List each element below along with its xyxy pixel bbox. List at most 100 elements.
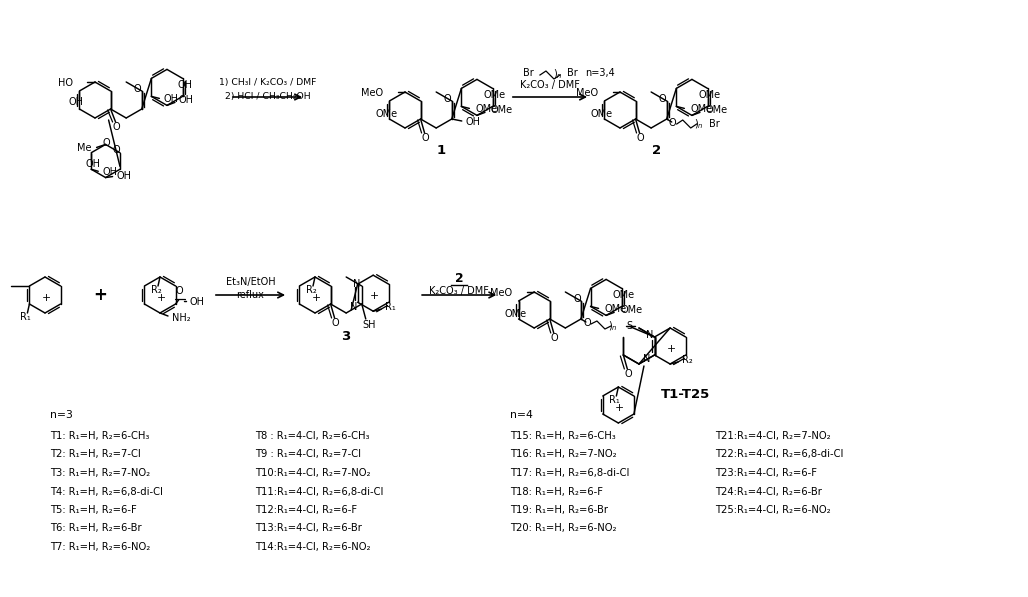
Text: S: S: [626, 321, 632, 331]
Text: R₂: R₂: [683, 355, 693, 365]
Text: OH: OH: [189, 297, 205, 307]
Text: MeO: MeO: [576, 88, 598, 98]
Text: $)_n$: $)_n$: [553, 67, 563, 81]
Text: +: +: [156, 293, 166, 303]
Text: T6: R₁=H, R₂=6-Br: T6: R₁=H, R₂=6-Br: [50, 524, 142, 534]
Text: R₂: R₂: [305, 285, 317, 295]
Text: Br: Br: [709, 119, 720, 129]
Text: OMe: OMe: [620, 306, 642, 315]
Text: O: O: [113, 122, 120, 132]
Text: +: +: [41, 293, 50, 303]
Text: n=3,4: n=3,4: [585, 68, 615, 78]
Text: O: O: [444, 94, 451, 104]
Text: reflux: reflux: [236, 290, 264, 300]
Text: OMe: OMe: [613, 290, 635, 300]
Text: T12:R₁=4-Cl, R₂=6-F: T12:R₁=4-Cl, R₂=6-F: [255, 505, 357, 515]
Text: O: O: [625, 369, 632, 379]
Text: SH: SH: [362, 320, 375, 330]
Text: 2: 2: [454, 272, 464, 285]
Text: +: +: [94, 286, 107, 304]
Text: OH: OH: [69, 97, 84, 107]
Text: $)_n$: $)_n$: [609, 319, 618, 333]
Text: T3: R₁=H, R₂=7-NO₂: T3: R₁=H, R₂=7-NO₂: [50, 468, 150, 478]
Text: T16: R₁=H, R₂=7-NO₂: T16: R₁=H, R₂=7-NO₂: [510, 450, 617, 460]
Text: R₁: R₁: [386, 302, 396, 312]
Text: N: N: [646, 330, 653, 340]
Text: +: +: [370, 291, 378, 301]
Text: T24:R₁=4-Cl, R₂=6-Br: T24:R₁=4-Cl, R₂=6-Br: [715, 487, 821, 497]
Text: OH: OH: [85, 159, 101, 169]
Text: T9 : R₁=4-Cl, R₂=7-Cl: T9 : R₁=4-Cl, R₂=7-Cl: [255, 450, 361, 460]
Text: O: O: [574, 294, 581, 304]
Text: O: O: [551, 333, 558, 343]
Text: OH: OH: [163, 94, 179, 104]
Text: O: O: [176, 286, 183, 296]
Text: 2) HCl / CH₃CH₂OH: 2) HCl / CH₃CH₂OH: [225, 91, 310, 100]
Text: $)_n$: $)_n$: [694, 117, 703, 131]
Text: T1-T25: T1-T25: [661, 389, 709, 402]
Text: OH: OH: [179, 96, 194, 106]
Text: OMe: OMe: [698, 90, 721, 100]
Text: T23:R₁=4-Cl, R₂=6-F: T23:R₁=4-Cl, R₂=6-F: [715, 468, 817, 478]
Text: K₂CO₃ / DMF: K₂CO₃ / DMF: [430, 286, 489, 296]
Text: T14:R₁=4-Cl, R₂=6-NO₂: T14:R₁=4-Cl, R₂=6-NO₂: [255, 542, 370, 552]
Text: O: O: [332, 318, 339, 328]
Text: Br: Br: [522, 68, 534, 78]
Text: O: O: [583, 318, 591, 328]
Text: OMe: OMe: [505, 309, 526, 319]
Text: O: O: [669, 118, 676, 128]
Text: T15: R₁=H, R₂=6-CH₃: T15: R₁=H, R₂=6-CH₃: [510, 431, 616, 441]
Text: +: +: [311, 293, 321, 303]
Text: T17: R₁=H, R₂=6,8-di-Cl: T17: R₁=H, R₂=6,8-di-Cl: [510, 468, 629, 478]
Text: N: N: [353, 279, 361, 289]
Text: O: O: [659, 94, 666, 104]
Text: OH: OH: [102, 167, 117, 177]
Text: T4: R₁=H, R₂=6,8-di-Cl: T4: R₁=H, R₂=6,8-di-Cl: [50, 487, 162, 497]
Text: +: +: [615, 403, 624, 413]
Text: HO: HO: [58, 78, 73, 88]
Text: OMe: OMe: [706, 106, 728, 115]
Text: N: N: [351, 302, 358, 312]
Text: N: N: [644, 354, 651, 364]
Text: T1: R₁=H, R₂=6-CH₃: T1: R₁=H, R₂=6-CH₃: [50, 431, 149, 441]
Text: T25:R₁=4-Cl, R₂=6-NO₂: T25:R₁=4-Cl, R₂=6-NO₂: [715, 505, 831, 515]
Text: 1: 1: [437, 144, 446, 158]
Text: OMe: OMe: [590, 109, 613, 119]
Text: K₂CO₃ / DMF: K₂CO₃ / DMF: [520, 80, 580, 90]
Text: R₁: R₁: [609, 395, 620, 405]
Text: R₁: R₁: [20, 312, 31, 322]
Text: Me: Me: [77, 143, 91, 153]
Text: T18: R₁=H, R₂=6-F: T18: R₁=H, R₂=6-F: [510, 487, 603, 497]
Text: OMe: OMe: [483, 90, 506, 100]
Text: Br: Br: [566, 68, 578, 78]
Text: 1) CH₃I / K₂CO₃ / DMF: 1) CH₃I / K₂CO₃ / DMF: [219, 78, 317, 88]
Text: OMe: OMe: [491, 106, 513, 115]
Text: OMe: OMe: [475, 104, 498, 115]
Text: T22:R₁=4-Cl, R₂=6,8-di-Cl: T22:R₁=4-Cl, R₂=6,8-di-Cl: [715, 450, 843, 460]
Text: +: +: [666, 344, 675, 354]
Text: MeO: MeO: [490, 288, 512, 298]
Text: O: O: [103, 138, 110, 148]
Text: T5: R₁=H, R₂=6-F: T5: R₁=H, R₂=6-F: [50, 505, 137, 515]
Text: Et₃N/EtOH: Et₃N/EtOH: [226, 277, 276, 287]
Text: O: O: [134, 84, 142, 94]
Text: O: O: [112, 144, 119, 155]
Text: OH: OH: [466, 117, 481, 127]
Text: T13:R₁=4-Cl, R₂=6-Br: T13:R₁=4-Cl, R₂=6-Br: [255, 524, 362, 534]
Text: 3: 3: [341, 330, 351, 343]
Text: T2: R₁=H, R₂=7-Cl: T2: R₁=H, R₂=7-Cl: [50, 450, 141, 460]
Text: MeO: MeO: [361, 88, 383, 98]
Text: NH₂: NH₂: [172, 313, 190, 323]
Text: T11:R₁=4-Cl, R₂=6,8-di-Cl: T11:R₁=4-Cl, R₂=6,8-di-Cl: [255, 487, 383, 497]
Text: OH: OH: [116, 171, 132, 180]
Text: 2: 2: [652, 144, 661, 158]
Text: OMe: OMe: [375, 109, 398, 119]
Text: n=3: n=3: [50, 410, 73, 420]
Text: T8 : R₁=4-Cl, R₂=6-CH₃: T8 : R₁=4-Cl, R₂=6-CH₃: [255, 431, 369, 441]
Text: T21:R₁=4-Cl, R₂=7-NO₂: T21:R₁=4-Cl, R₂=7-NO₂: [715, 431, 831, 441]
Text: T7: R₁=H, R₂=6-NO₂: T7: R₁=H, R₂=6-NO₂: [50, 542, 150, 552]
Text: T10:R₁=4-Cl, R₂=7-NO₂: T10:R₁=4-Cl, R₂=7-NO₂: [255, 468, 370, 478]
Text: n=4: n=4: [510, 410, 533, 420]
Text: R₂: R₂: [151, 285, 161, 295]
Text: O: O: [421, 133, 430, 143]
